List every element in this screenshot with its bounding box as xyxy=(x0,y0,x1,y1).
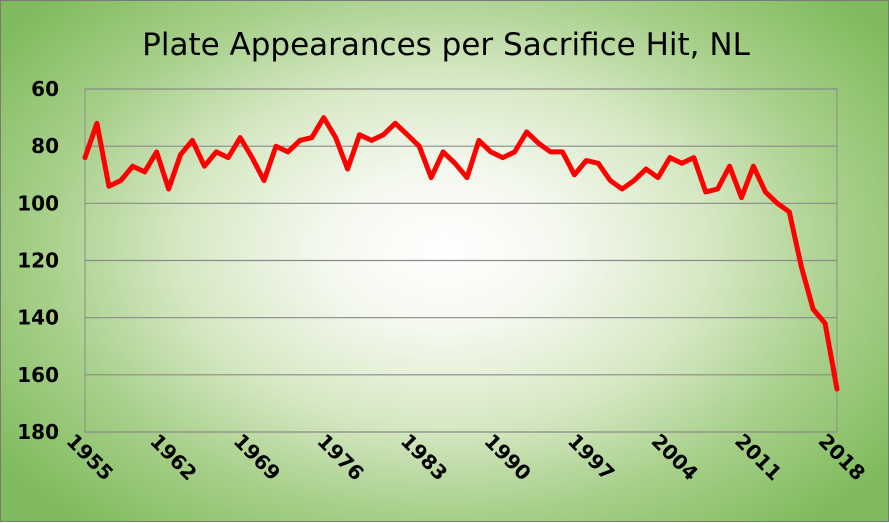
y-tick-label: 160 xyxy=(17,363,59,387)
chart-title: Plate Appearances per Sacrifice Hit, NL xyxy=(142,27,750,63)
x-tick-label: 1997 xyxy=(563,429,619,485)
x-tick-label: 1962 xyxy=(145,429,201,485)
series-line xyxy=(85,118,837,390)
gridlines xyxy=(85,89,837,432)
x-tick-label: 1990 xyxy=(480,429,536,485)
y-axis: 60 80 100 120 140 160 180 xyxy=(17,77,59,444)
y-tick-label: 80 xyxy=(31,134,59,158)
y-tick-label: 180 xyxy=(17,420,59,444)
x-tick-label: 1976 xyxy=(312,429,368,485)
y-tick-label: 60 xyxy=(31,77,59,101)
x-tick-label: 2004 xyxy=(647,429,703,485)
y-tick-label: 120 xyxy=(17,249,59,273)
x-axis: 1955 1962 1969 1976 1983 1990 1997 2004 2011 2018 xyxy=(62,429,870,485)
series-layer xyxy=(85,117,837,389)
x-tick-label: 2011 xyxy=(730,429,786,485)
y-tick-label: 140 xyxy=(17,306,59,330)
x-tick-label: 1969 xyxy=(229,429,285,485)
x-tick-label: 2018 xyxy=(814,429,870,485)
x-tick-label: 1955 xyxy=(62,429,118,485)
x-tick-label: 1983 xyxy=(396,429,452,485)
y-tick-label: 100 xyxy=(17,191,59,215)
